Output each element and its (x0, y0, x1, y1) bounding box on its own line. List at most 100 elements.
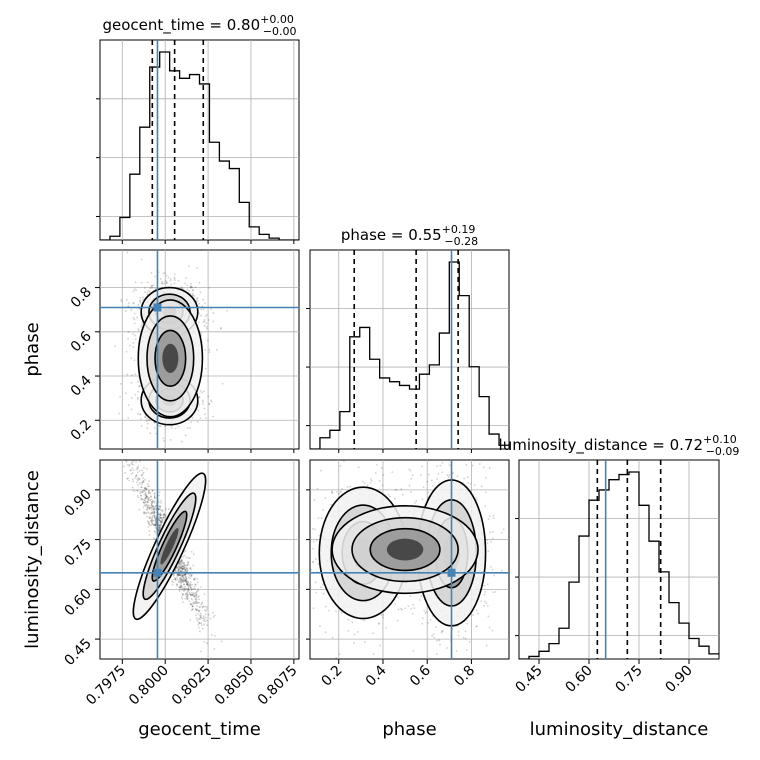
sample-point (437, 472, 440, 475)
sample-point (202, 617, 205, 619)
sample-point (133, 322, 136, 325)
sample-point (178, 562, 181, 565)
sample-point (182, 567, 184, 570)
sample-point (184, 434, 187, 437)
sample-point (135, 481, 138, 484)
sample-point (195, 297, 198, 300)
sample-point (144, 497, 147, 500)
x-tick-label: 0.8050 (212, 663, 258, 709)
sample-point (213, 614, 216, 617)
sample-point (198, 614, 201, 617)
sample-point (184, 549, 187, 552)
sample-point (318, 534, 321, 537)
sample-point (183, 573, 186, 576)
sample-point (170, 283, 173, 286)
sample-point (427, 622, 430, 624)
sample-point (191, 593, 194, 596)
sample-point (455, 650, 458, 652)
sample-point (186, 595, 188, 598)
sample-point (389, 495, 392, 498)
sample-point (174, 569, 177, 572)
sample-point (127, 305, 130, 308)
sample-point (324, 605, 327, 608)
sample-point (492, 591, 495, 594)
sample-point (491, 568, 494, 571)
sample-point (196, 613, 199, 616)
sample-point (195, 609, 198, 612)
sample-point (161, 510, 164, 513)
sample-point (189, 286, 192, 289)
sample-point (203, 641, 206, 643)
sample-point (427, 460, 430, 462)
sample-point (146, 497, 149, 500)
sample-point (147, 526, 150, 528)
sample-point (181, 575, 184, 578)
sample-point (195, 593, 198, 595)
sample-point (181, 287, 184, 290)
sample-point (154, 517, 157, 520)
sample-point (411, 613, 414, 615)
sample-point (186, 583, 189, 586)
sample-point (144, 497, 147, 499)
sample-point (125, 461, 128, 463)
sample-point (153, 493, 156, 495)
density-contour (162, 343, 179, 373)
sample-point (161, 283, 163, 285)
sample-point (187, 556, 190, 559)
sample-point (131, 478, 134, 481)
sample-point (114, 345, 117, 348)
sample-point (198, 626, 200, 629)
sample-point (160, 522, 162, 524)
sample-point (491, 537, 494, 540)
sample-point (159, 509, 162, 512)
sample-point (158, 491, 161, 494)
sample-point (195, 598, 198, 601)
sample-point (181, 570, 184, 573)
sample-point (148, 534, 151, 536)
sample-point (160, 501, 163, 504)
sample-point (188, 600, 191, 603)
sample-point (191, 591, 193, 594)
sample-point (183, 566, 186, 569)
sample-point (150, 507, 153, 509)
sample-point (152, 505, 155, 508)
sample-point (185, 587, 188, 590)
density-contour (386, 538, 424, 561)
sample-point (154, 497, 157, 500)
sample-point (331, 490, 333, 493)
sample-point (182, 590, 185, 592)
x-tick-label: 0.6 (407, 662, 434, 689)
sample-point (176, 567, 179, 569)
sample-point (208, 287, 211, 289)
sample-point (133, 359, 136, 362)
sample-point (363, 482, 366, 484)
sample-point (467, 481, 470, 484)
sample-point (195, 591, 198, 594)
sample-point (141, 491, 144, 494)
sample-point (163, 272, 166, 274)
sample-point (436, 639, 439, 642)
sample-point (146, 506, 149, 509)
sample-point (197, 609, 200, 612)
sample-point (139, 302, 142, 304)
sample-point (488, 626, 491, 629)
sample-point (136, 478, 139, 481)
sample-point (186, 592, 189, 595)
sample-point (426, 456, 428, 458)
sample-point (144, 494, 147, 497)
sample-point (187, 580, 189, 583)
x-tick-label: 0.45 (512, 663, 545, 696)
sample-point (180, 565, 183, 568)
sample-point (159, 514, 162, 517)
sample-point (153, 530, 156, 533)
sample-point (233, 662, 235, 664)
sample-point (150, 498, 153, 501)
sample-point (180, 567, 183, 569)
sample-point (200, 624, 203, 627)
sample-point (171, 583, 174, 586)
sample-point (153, 508, 156, 511)
sample-point (182, 565, 185, 568)
sample-point (129, 469, 132, 472)
sample-point (197, 588, 200, 590)
sample-point (150, 285, 153, 287)
